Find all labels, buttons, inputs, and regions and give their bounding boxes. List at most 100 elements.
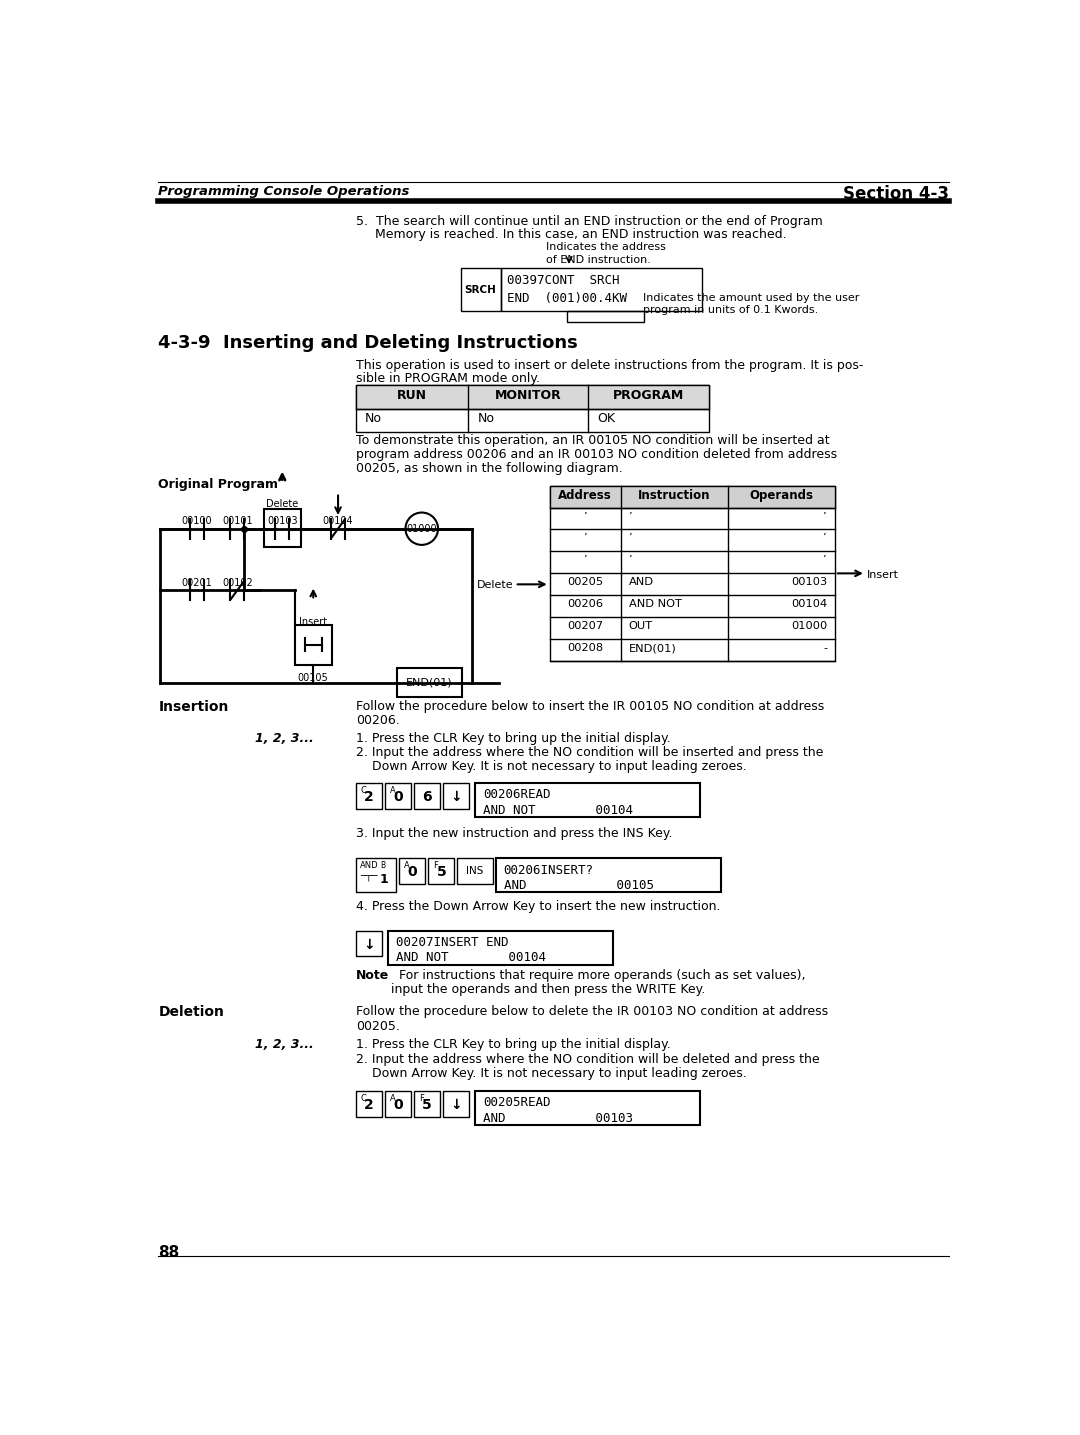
Text: 2: 2: [364, 791, 374, 804]
Bar: [384, 784, 410, 808]
Text: 00206INSERT?: 00206INSERT?: [503, 864, 594, 877]
Text: PROGRAM: PROGRAM: [612, 389, 684, 402]
Text: ↓: ↓: [450, 791, 462, 804]
Bar: [356, 386, 708, 432]
Text: OK: OK: [597, 412, 616, 425]
Bar: [460, 268, 501, 311]
Text: END(01): END(01): [629, 643, 676, 653]
Bar: [356, 1091, 382, 1116]
Text: ’: ’: [629, 511, 632, 521]
Text: Insert: Insert: [299, 617, 327, 627]
Text: ’: ’: [583, 511, 588, 521]
Text: 0: 0: [407, 865, 417, 880]
Bar: [356, 784, 382, 808]
Bar: [295, 626, 332, 664]
Bar: [264, 508, 301, 547]
Text: AND NOT        00104: AND NOT 00104: [395, 951, 545, 964]
Text: -: -: [823, 643, 827, 653]
Text: 3. Input the new instruction and press the INS Key.: 3. Input the new instruction and press t…: [356, 827, 673, 839]
Text: 00207INSERT END: 00207INSERT END: [395, 936, 509, 949]
Text: 00103: 00103: [791, 577, 827, 587]
Text: AND: AND: [360, 861, 378, 871]
Text: ’: ’: [823, 555, 827, 565]
Text: 00102: 00102: [221, 578, 253, 588]
Text: 2. Input the address where the NO condition will be deleted and press the: 2. Input the address where the NO condit…: [356, 1053, 820, 1066]
Text: A: A: [404, 861, 409, 871]
Text: F: F: [419, 1093, 423, 1104]
Text: Indicates the amount used by the user: Indicates the amount used by the user: [643, 293, 859, 303]
Text: F: F: [433, 861, 437, 871]
Bar: [356, 931, 382, 957]
Text: 1. Press the CLR Key to bring up the initial display.: 1. Press the CLR Key to bring up the ini…: [356, 1039, 671, 1052]
Text: ’: ’: [823, 511, 827, 521]
Text: 00397CONT  SRCH: 00397CONT SRCH: [507, 274, 620, 287]
Text: SRCH: SRCH: [464, 284, 497, 294]
Text: of END instruction.: of END instruction.: [545, 254, 650, 264]
Text: 1, 2, 3...: 1, 2, 3...: [255, 732, 314, 745]
Text: 00208: 00208: [567, 643, 604, 653]
Text: OUT: OUT: [629, 621, 652, 631]
Bar: [356, 858, 396, 893]
Bar: [388, 931, 612, 964]
Text: C: C: [361, 1093, 366, 1104]
Bar: [414, 784, 440, 808]
Text: 1. Press the CLR Key to bring up the initial display.: 1. Press the CLR Key to bring up the ini…: [356, 732, 671, 745]
Text: program address 00206 and an IR 00103 NO condition deleted from address: program address 00206 and an IR 00103 NO…: [356, 448, 837, 461]
Text: AND NOT        00104: AND NOT 00104: [483, 804, 633, 817]
Text: 1, 2, 3...: 1, 2, 3...: [255, 1039, 314, 1052]
Text: AND            00103: AND 00103: [483, 1112, 633, 1125]
Bar: [496, 858, 720, 893]
Text: 6: 6: [422, 791, 432, 804]
Text: ’: ’: [583, 534, 588, 544]
Bar: [356, 386, 708, 409]
Text: 00104: 00104: [323, 517, 353, 527]
Text: 00100: 00100: [181, 517, 213, 527]
Text: Down Arrow Key. It is not necessary to input leading zeroes.: Down Arrow Key. It is not necessary to i…: [356, 1068, 746, 1081]
Text: 00205: 00205: [567, 577, 604, 587]
Text: 01000: 01000: [791, 621, 827, 631]
Text: B: B: [380, 861, 386, 871]
Text: Delete: Delete: [266, 499, 298, 508]
Text: Memory is reached. In this case, an END instruction was reached.: Memory is reached. In this case, an END …: [375, 228, 787, 241]
Text: INS: INS: [467, 867, 484, 877]
Text: Deletion: Deletion: [159, 1006, 225, 1019]
Text: ↓: ↓: [450, 1098, 462, 1112]
Text: Follow the procedure below to delete the IR 00103 NO condition at address: Follow the procedure below to delete the…: [356, 1006, 828, 1019]
Text: Operands: Operands: [750, 489, 813, 502]
Text: 00103: 00103: [267, 517, 298, 527]
Text: 4-3-9  Inserting and Deleting Instructions: 4-3-9 Inserting and Deleting Instruction…: [159, 334, 578, 352]
Bar: [400, 858, 426, 884]
Text: Follow the procedure below to insert the IR 00105 NO condition at address: Follow the procedure below to insert the…: [356, 700, 824, 713]
Text: A: A: [390, 1093, 395, 1104]
Text: This operation is used to insert or delete instructions from the program. It is : This operation is used to insert or dele…: [356, 359, 863, 372]
Text: Section 4-3: Section 4-3: [842, 185, 948, 204]
Text: Delete: Delete: [476, 581, 513, 590]
Text: ’: ’: [823, 534, 827, 544]
Text: 0: 0: [393, 1098, 403, 1112]
Bar: [458, 858, 492, 884]
Text: No: No: [477, 412, 495, 425]
Text: 00104: 00104: [791, 600, 827, 610]
Text: A: A: [390, 786, 395, 795]
Text: AND            00105: AND 00105: [503, 880, 653, 893]
Text: Insertion: Insertion: [159, 700, 229, 713]
Text: Indicates the address: Indicates the address: [545, 243, 665, 253]
Text: 00101: 00101: [222, 517, 253, 527]
Text: 00205, as shown in the following diagram.: 00205, as shown in the following diagram…: [356, 462, 623, 475]
Text: ’: ’: [583, 555, 588, 565]
Text: 4. Press the Down Arrow Key to insert the new instruction.: 4. Press the Down Arrow Key to insert th…: [356, 900, 720, 913]
Text: 5.  The search will continue until an END instruction or the end of Program: 5. The search will continue until an END…: [356, 215, 823, 228]
Text: 2. Input the address where the NO condition will be inserted and press the: 2. Input the address where the NO condit…: [356, 746, 823, 759]
Text: For instructions that require more operands (such as set values),: For instructions that require more opera…: [391, 969, 806, 982]
Text: sible in PROGRAM mode only.: sible in PROGRAM mode only.: [356, 373, 540, 386]
Bar: [429, 858, 455, 884]
Text: ’: ’: [629, 555, 632, 565]
Text: 88: 88: [159, 1244, 179, 1260]
Text: 1: 1: [380, 872, 389, 885]
Text: No: No: [365, 412, 382, 425]
Text: Insert: Insert: [867, 570, 900, 580]
Text: ─┬─: ─┬─: [360, 872, 377, 883]
Text: 5: 5: [422, 1098, 432, 1112]
Text: 2: 2: [364, 1098, 374, 1112]
Bar: [443, 1091, 469, 1116]
